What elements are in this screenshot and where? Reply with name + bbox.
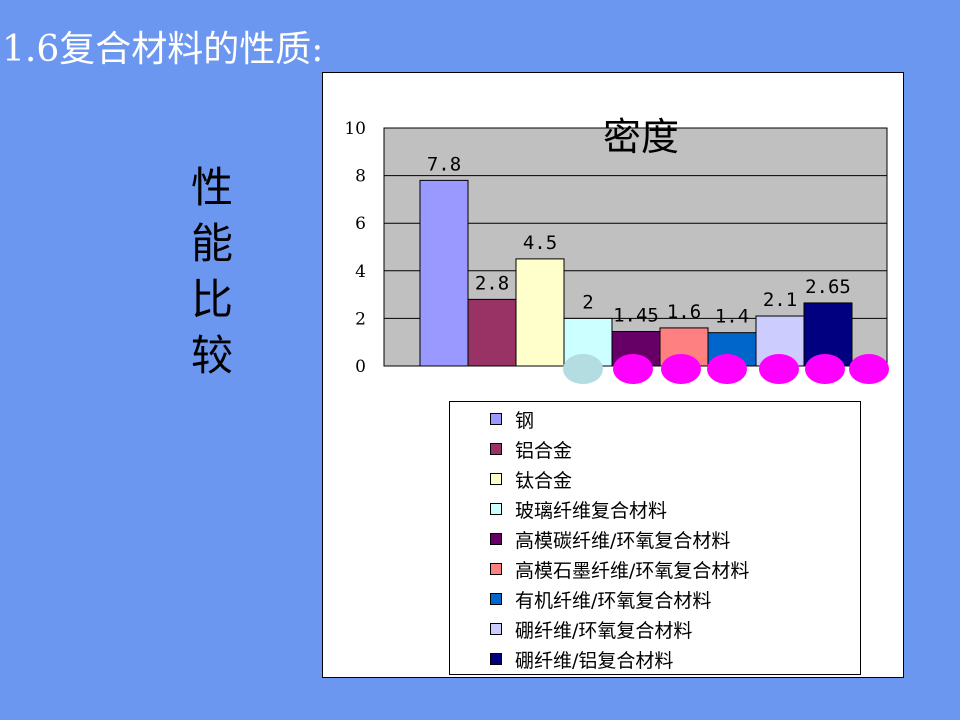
data-label: 2 — [582, 291, 593, 313]
highlight-marker — [707, 354, 747, 384]
y-tick-label: 2 — [355, 309, 366, 329]
highlight-marker — [563, 354, 603, 384]
legend-item: 高模碳纤维/环氧复合材料 — [450, 524, 860, 554]
side-label: 性 能 比 较 — [184, 160, 240, 384]
legend-item: 硼纤维/环氧复合材料 — [450, 614, 860, 644]
y-tick-label: 10 — [344, 119, 366, 139]
legend-label: 高模碳纤维/环氧复合材料 — [515, 529, 731, 552]
y-tick-label: 8 — [355, 167, 366, 187]
bar — [467, 298, 517, 367]
legend-label: 硼纤维/环氧复合材料 — [515, 619, 693, 642]
data-label: 2.65 — [805, 276, 851, 298]
legend-swatch — [490, 443, 502, 455]
legend-swatch — [490, 533, 502, 545]
data-label: 2.8 — [475, 272, 509, 294]
legend-swatch — [490, 653, 502, 665]
y-tick-label: 0 — [355, 357, 366, 377]
bar — [515, 258, 565, 367]
highlight-marker — [661, 354, 701, 384]
legend-swatch — [490, 593, 502, 605]
legend-swatch — [490, 623, 502, 635]
legend-swatch — [490, 473, 502, 485]
legend-label: 钢 — [515, 409, 535, 432]
legend-label: 钛合金 — [515, 469, 573, 492]
legend-label: 玻璃纤维复合材料 — [515, 499, 668, 522]
highlight-marker — [613, 354, 653, 384]
legend-swatch — [490, 503, 502, 515]
legend-item: 铝合金 — [450, 434, 860, 464]
legend-item: 高模石墨纤维/环氧复合材料 — [450, 554, 860, 584]
data-label: 7.8 — [427, 153, 461, 175]
side-label-char: 较 — [190, 331, 233, 380]
y-tick-label: 6 — [355, 214, 366, 234]
density-chart: 0 2 4 6 8 10 7.8 2.8 4.5 2 1.45 1.6 1.4 2.1 2.65 密度 — [344, 115, 889, 384]
data-label: 1.6 — [667, 301, 701, 323]
data-label: 2.1 — [763, 289, 797, 311]
y-tick-label: 4 — [355, 262, 366, 282]
legend-label: 铝合金 — [515, 439, 573, 462]
legend-item: 有机纤维/环氧复合材料 — [450, 584, 860, 614]
side-label-char: 比 — [190, 275, 233, 324]
legend-label: 硼纤维/铝复合材料 — [515, 649, 674, 672]
bar — [419, 179, 469, 367]
legend-item: 硼纤维/铝复合材料 — [450, 644, 860, 674]
chart-legend: 钢铝合金钛合金玻璃纤维复合材料高模碳纤维/环氧复合材料 高模石墨纤维/环氧复合材料… — [449, 401, 861, 675]
chart-frame: 0 2 4 6 8 10 7.8 2.8 4.5 2 1.45 1.6 1.4 2.1 2.65 密度 钢铝合… — [322, 72, 904, 678]
legend-item: 钢 — [450, 404, 860, 434]
side-label-char: 性 — [190, 163, 233, 212]
slide-title: 1.6复合材料的性质: — [2, 29, 324, 70]
data-label: 1.45 — [613, 304, 659, 326]
data-label: 1.4 — [715, 306, 749, 328]
highlight-marker — [849, 354, 889, 384]
highlight-marker — [805, 354, 845, 384]
legend-item: 玻璃纤维复合材料 — [450, 494, 860, 524]
legend-item: 钛合金 — [450, 464, 860, 494]
data-label: 4.5 — [523, 232, 557, 254]
legend-label: 有机纤维/环氧复合材料 — [515, 589, 712, 612]
legend-swatch — [490, 563, 502, 575]
legend-swatch — [490, 413, 502, 425]
chart-title: 密度 — [603, 115, 679, 159]
highlight-marker — [759, 354, 799, 384]
legend-label: 高模石墨纤维/环氧复合材料 — [515, 559, 750, 582]
side-label-char: 能 — [190, 219, 233, 268]
